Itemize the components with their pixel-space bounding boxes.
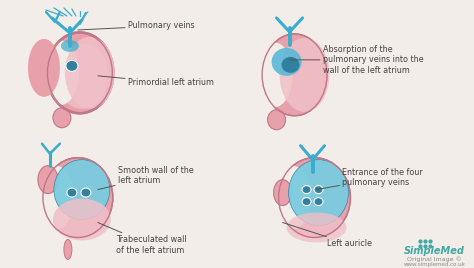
Text: Left auricle: Left auricle [283,222,372,248]
Ellipse shape [64,240,72,259]
Ellipse shape [273,180,292,206]
Ellipse shape [38,166,74,229]
Text: SimpleMed: SimpleMed [404,247,465,256]
Ellipse shape [18,35,58,100]
Ellipse shape [56,43,108,109]
Text: Primordial left atrium: Primordial left atrium [98,76,214,87]
Ellipse shape [289,160,348,225]
Ellipse shape [274,166,310,229]
Ellipse shape [66,60,78,71]
Ellipse shape [61,40,79,52]
Ellipse shape [262,34,327,116]
Text: Entrance of the four
pulmonary veins: Entrance of the four pulmonary veins [317,168,423,189]
Text: Absorption of the
pulmonary veins into the
wall of the left atrium: Absorption of the pulmonary veins into t… [290,45,423,75]
Text: www.simplemed.co.uk: www.simplemed.co.uk [403,262,465,267]
Text: Smooth wall of the
left atrium: Smooth wall of the left atrium [98,166,193,189]
Text: Pulmonary veins: Pulmonary veins [78,21,194,31]
Ellipse shape [47,33,112,113]
Ellipse shape [302,198,311,206]
Ellipse shape [268,110,285,130]
Ellipse shape [46,32,114,114]
Ellipse shape [314,198,323,206]
Ellipse shape [65,37,115,109]
Ellipse shape [279,158,350,237]
Text: Original Image ©: Original Image © [407,257,462,262]
Ellipse shape [287,213,346,243]
Text: Trabeculated wall
of the left atrium: Trabeculated wall of the left atrium [98,222,186,255]
Ellipse shape [302,186,311,193]
Ellipse shape [314,186,323,193]
Ellipse shape [54,160,110,219]
Ellipse shape [81,188,91,197]
Ellipse shape [38,166,58,193]
Ellipse shape [67,188,77,197]
Ellipse shape [53,108,71,128]
Ellipse shape [272,48,301,76]
Ellipse shape [41,40,79,105]
Ellipse shape [43,158,113,237]
Ellipse shape [282,57,300,73]
Ellipse shape [28,39,60,97]
Ellipse shape [53,199,111,240]
Ellipse shape [256,42,292,107]
Ellipse shape [280,38,329,112]
